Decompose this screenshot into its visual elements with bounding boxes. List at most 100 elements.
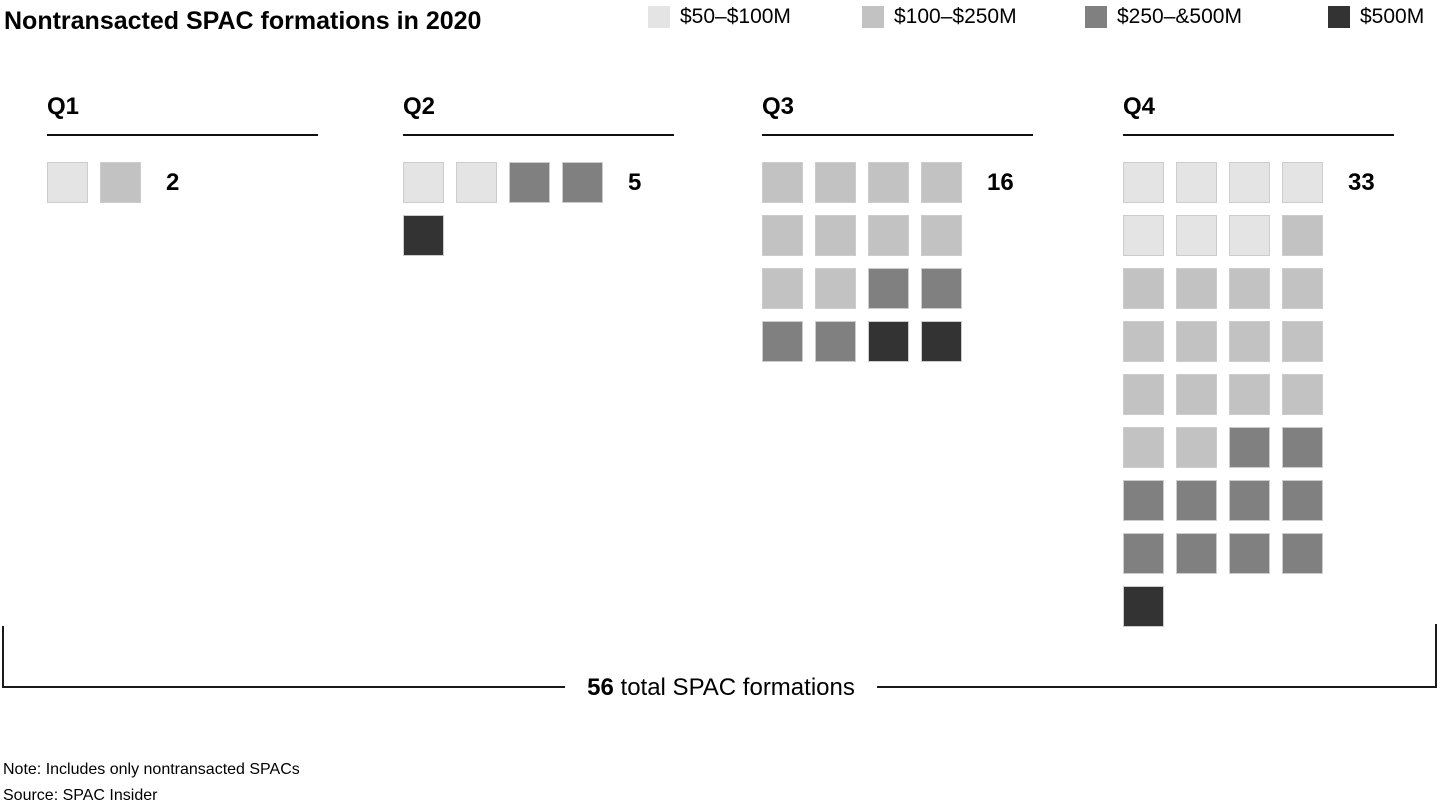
waffle-square bbox=[1282, 480, 1323, 521]
waffle-square bbox=[100, 162, 141, 203]
waffle-square bbox=[456, 162, 497, 203]
waffle-row: 5 bbox=[403, 162, 674, 203]
waffle-square bbox=[1229, 374, 1270, 415]
waffle-square bbox=[1282, 215, 1323, 256]
quarter-underline bbox=[1123, 134, 1394, 136]
waffle-square bbox=[562, 162, 603, 203]
waffle-square bbox=[1229, 427, 1270, 468]
waffle-square bbox=[1123, 586, 1164, 627]
waffle-square bbox=[403, 162, 444, 203]
waffle-row bbox=[762, 321, 1033, 362]
waffle-grid: 5 bbox=[403, 162, 674, 256]
waffle-square bbox=[762, 321, 803, 362]
legend-label: $100–$250M bbox=[894, 5, 1017, 28]
waffle-square bbox=[403, 215, 444, 256]
waffle-square bbox=[1123, 215, 1164, 256]
waffle-row bbox=[1123, 374, 1394, 415]
waffle-row bbox=[403, 215, 674, 256]
total-label: 56 total SPAC formations bbox=[565, 674, 877, 702]
waffle-square bbox=[762, 162, 803, 203]
waffle-row bbox=[762, 215, 1033, 256]
waffle-square bbox=[815, 162, 856, 203]
waffle-square bbox=[1176, 533, 1217, 574]
waffle-square bbox=[921, 321, 962, 362]
waffle-square bbox=[509, 162, 550, 203]
quarter-underline bbox=[403, 134, 674, 136]
legend-item: $250–&500M bbox=[1085, 6, 1242, 28]
waffle-square bbox=[1282, 427, 1323, 468]
waffle-square bbox=[1123, 427, 1164, 468]
waffle-square bbox=[762, 215, 803, 256]
quarter-count: 2 bbox=[166, 169, 180, 196]
waffle-square bbox=[1123, 374, 1164, 415]
bracket-line-right bbox=[877, 686, 1437, 688]
waffle-row: 2 bbox=[47, 162, 318, 203]
waffle-square bbox=[1123, 533, 1164, 574]
footer: Note: Includes only nontransacted SPACs … bbox=[3, 757, 300, 809]
waffle-square bbox=[1123, 162, 1164, 203]
waffle-square bbox=[1229, 215, 1270, 256]
waffle-square bbox=[1176, 427, 1217, 468]
bracket-right-tick bbox=[1435, 624, 1437, 688]
total-value: 56 bbox=[587, 674, 614, 701]
waffle-row bbox=[762, 268, 1033, 309]
waffle-square bbox=[921, 268, 962, 309]
quarter-panel-q2: Q2 5 bbox=[403, 95, 674, 268]
waffle-square bbox=[762, 268, 803, 309]
waffle-square bbox=[1282, 321, 1323, 362]
waffle-row: 16 bbox=[762, 162, 1033, 203]
waffle-square bbox=[1176, 374, 1217, 415]
quarter-count: 33 bbox=[1348, 169, 1375, 196]
waffle-square bbox=[1229, 480, 1270, 521]
bracket-left-tick bbox=[2, 626, 4, 688]
legend-swatch-icon bbox=[1085, 6, 1107, 28]
waffle-square bbox=[815, 268, 856, 309]
source-text: Source: SPAC Insider bbox=[3, 787, 158, 804]
waffle-square bbox=[1229, 268, 1270, 309]
quarter-panel-q4: Q4 33 bbox=[1123, 95, 1394, 639]
waffle-square bbox=[868, 162, 909, 203]
legend-label: $250–&500M bbox=[1117, 5, 1242, 28]
waffle-square bbox=[1176, 215, 1217, 256]
waffle-square bbox=[868, 268, 909, 309]
waffle-square bbox=[868, 321, 909, 362]
quarter-count: 16 bbox=[987, 169, 1014, 196]
waffle-square bbox=[47, 162, 88, 203]
waffle-square bbox=[1176, 480, 1217, 521]
waffle-row bbox=[1123, 321, 1394, 362]
waffle-square bbox=[1282, 268, 1323, 309]
legend-label: $500M bbox=[1360, 5, 1425, 28]
legend-item: $100–$250M bbox=[862, 6, 1017, 28]
legend-label: $50–$100M bbox=[680, 5, 791, 28]
waffle-grid: 2 bbox=[47, 162, 318, 203]
waffle-square bbox=[1282, 162, 1323, 203]
legend-swatch-icon bbox=[862, 6, 884, 28]
bracket-line-left bbox=[2, 686, 565, 688]
legend-swatch-icon bbox=[648, 6, 670, 28]
chart-title: Nontransacted SPAC formations in 2020 bbox=[4, 7, 482, 35]
waffle-row bbox=[1123, 215, 1394, 256]
waffle-square bbox=[1229, 162, 1270, 203]
waffle-square bbox=[1176, 321, 1217, 362]
quarter-underline bbox=[762, 134, 1033, 136]
waffle-row bbox=[1123, 427, 1394, 468]
waffle-square bbox=[1176, 268, 1217, 309]
waffle-row bbox=[1123, 586, 1394, 627]
waffle-square bbox=[1123, 321, 1164, 362]
waffle-grid: 16 bbox=[762, 162, 1033, 362]
waffle-square bbox=[1282, 374, 1323, 415]
waffle-row bbox=[1123, 480, 1394, 521]
note-text: Note: Includes only nontransacted SPACs bbox=[3, 761, 300, 778]
legend-item: $500M bbox=[1328, 6, 1424, 28]
waffle-square bbox=[815, 215, 856, 256]
waffle-row: 33 bbox=[1123, 162, 1394, 203]
waffle-square bbox=[921, 162, 962, 203]
quarter-label: Q3 bbox=[762, 93, 795, 120]
quarter-label: Q4 bbox=[1123, 93, 1156, 120]
waffle-square bbox=[1229, 533, 1270, 574]
waffle-square bbox=[868, 215, 909, 256]
waffle-row bbox=[1123, 268, 1394, 309]
quarter-underline bbox=[47, 134, 318, 136]
total-text: total SPAC formations bbox=[613, 674, 855, 701]
